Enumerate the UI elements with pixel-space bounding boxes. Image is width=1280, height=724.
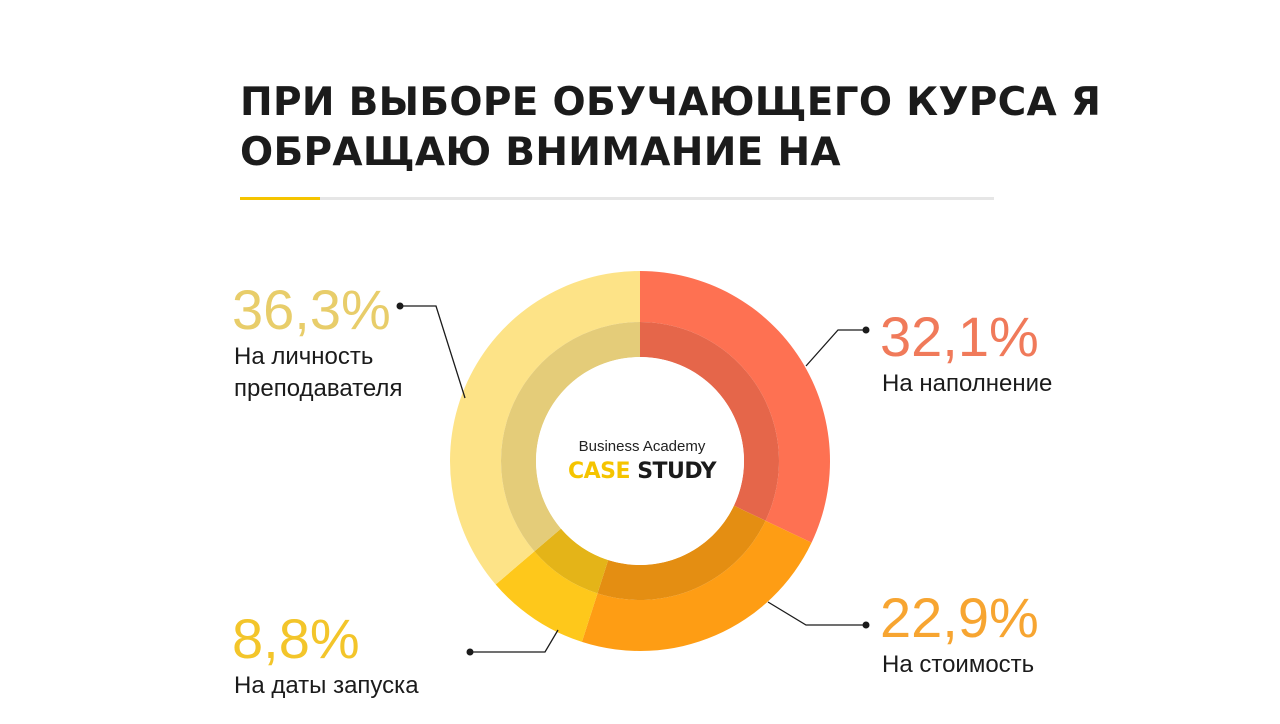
donut-slice-teacher (450, 271, 640, 585)
leader-dot-dates (466, 648, 474, 656)
donut-slice-price (581, 520, 812, 651)
leader-dot-teacher (396, 302, 404, 310)
donut-slice-inner-dates (534, 528, 609, 594)
donut-slice-inner-content (640, 322, 779, 521)
page-title: ПРИ ВЫБОРЕ ОБУЧАЮЩЕГО КУРСА Я ОБРАЩАЮ ВН… (240, 78, 1102, 178)
logo-case-study: CASE STUDY (542, 457, 742, 487)
donut-slice-inner-teacher (501, 322, 640, 552)
leader-dot-price (862, 621, 870, 629)
category-label-teacher-line-2: преподавателя (234, 375, 403, 402)
logo-case: CASE (567, 459, 631, 484)
title-divider (240, 197, 994, 200)
donut-slice-inner-price (597, 505, 766, 600)
donut-slice-content (640, 271, 830, 543)
value-label-teacher: 36,3% (232, 278, 391, 341)
leader-dot-content (862, 326, 870, 334)
category-label-price: На стоимость (882, 651, 1035, 678)
leader-line-content (805, 329, 866, 367)
leader-line-price (767, 601, 866, 626)
value-label-dates: 8,8% (232, 607, 360, 670)
value-label-content: 32,1% (880, 305, 1039, 368)
category-label-teacher-line-1: На личность (234, 343, 374, 370)
logo-study: STUDY (637, 459, 717, 484)
title-line-1: ПРИ ВЫБОРЕ ОБУЧАЮЩЕГО КУРСА Я (240, 80, 1102, 125)
title-line-2: ОБРАЩАЮ ВНИМАНИЕ НА (240, 130, 841, 175)
title-divider-accent (240, 197, 320, 200)
logo-business-academy: Business Academy (578, 438, 706, 455)
center-logo: Business Academy CASE STUDY (542, 437, 742, 487)
donut-center (536, 357, 744, 565)
category-label-dates: На даты запуска (234, 672, 419, 699)
value-label-price: 22,9% (880, 586, 1039, 649)
leader-line-teacher (400, 305, 466, 399)
donut-slice-dates (495, 551, 598, 642)
leader-line-dates (470, 629, 559, 653)
category-label-content: На наполнение (882, 370, 1053, 397)
